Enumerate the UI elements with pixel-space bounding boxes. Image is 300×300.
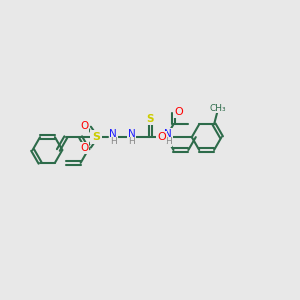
Text: O: O — [157, 132, 166, 142]
Text: H: H — [165, 137, 171, 146]
Text: H: H — [128, 137, 135, 146]
Text: S: S — [92, 132, 100, 142]
Text: N: N — [164, 129, 172, 139]
Text: H: H — [110, 137, 117, 146]
Text: N: N — [128, 129, 136, 139]
Text: CH₃: CH₃ — [209, 104, 226, 113]
Text: N: N — [110, 129, 117, 139]
Text: O: O — [175, 107, 183, 117]
Text: O: O — [80, 143, 88, 153]
Text: S: S — [146, 114, 154, 124]
Text: O: O — [80, 122, 88, 131]
